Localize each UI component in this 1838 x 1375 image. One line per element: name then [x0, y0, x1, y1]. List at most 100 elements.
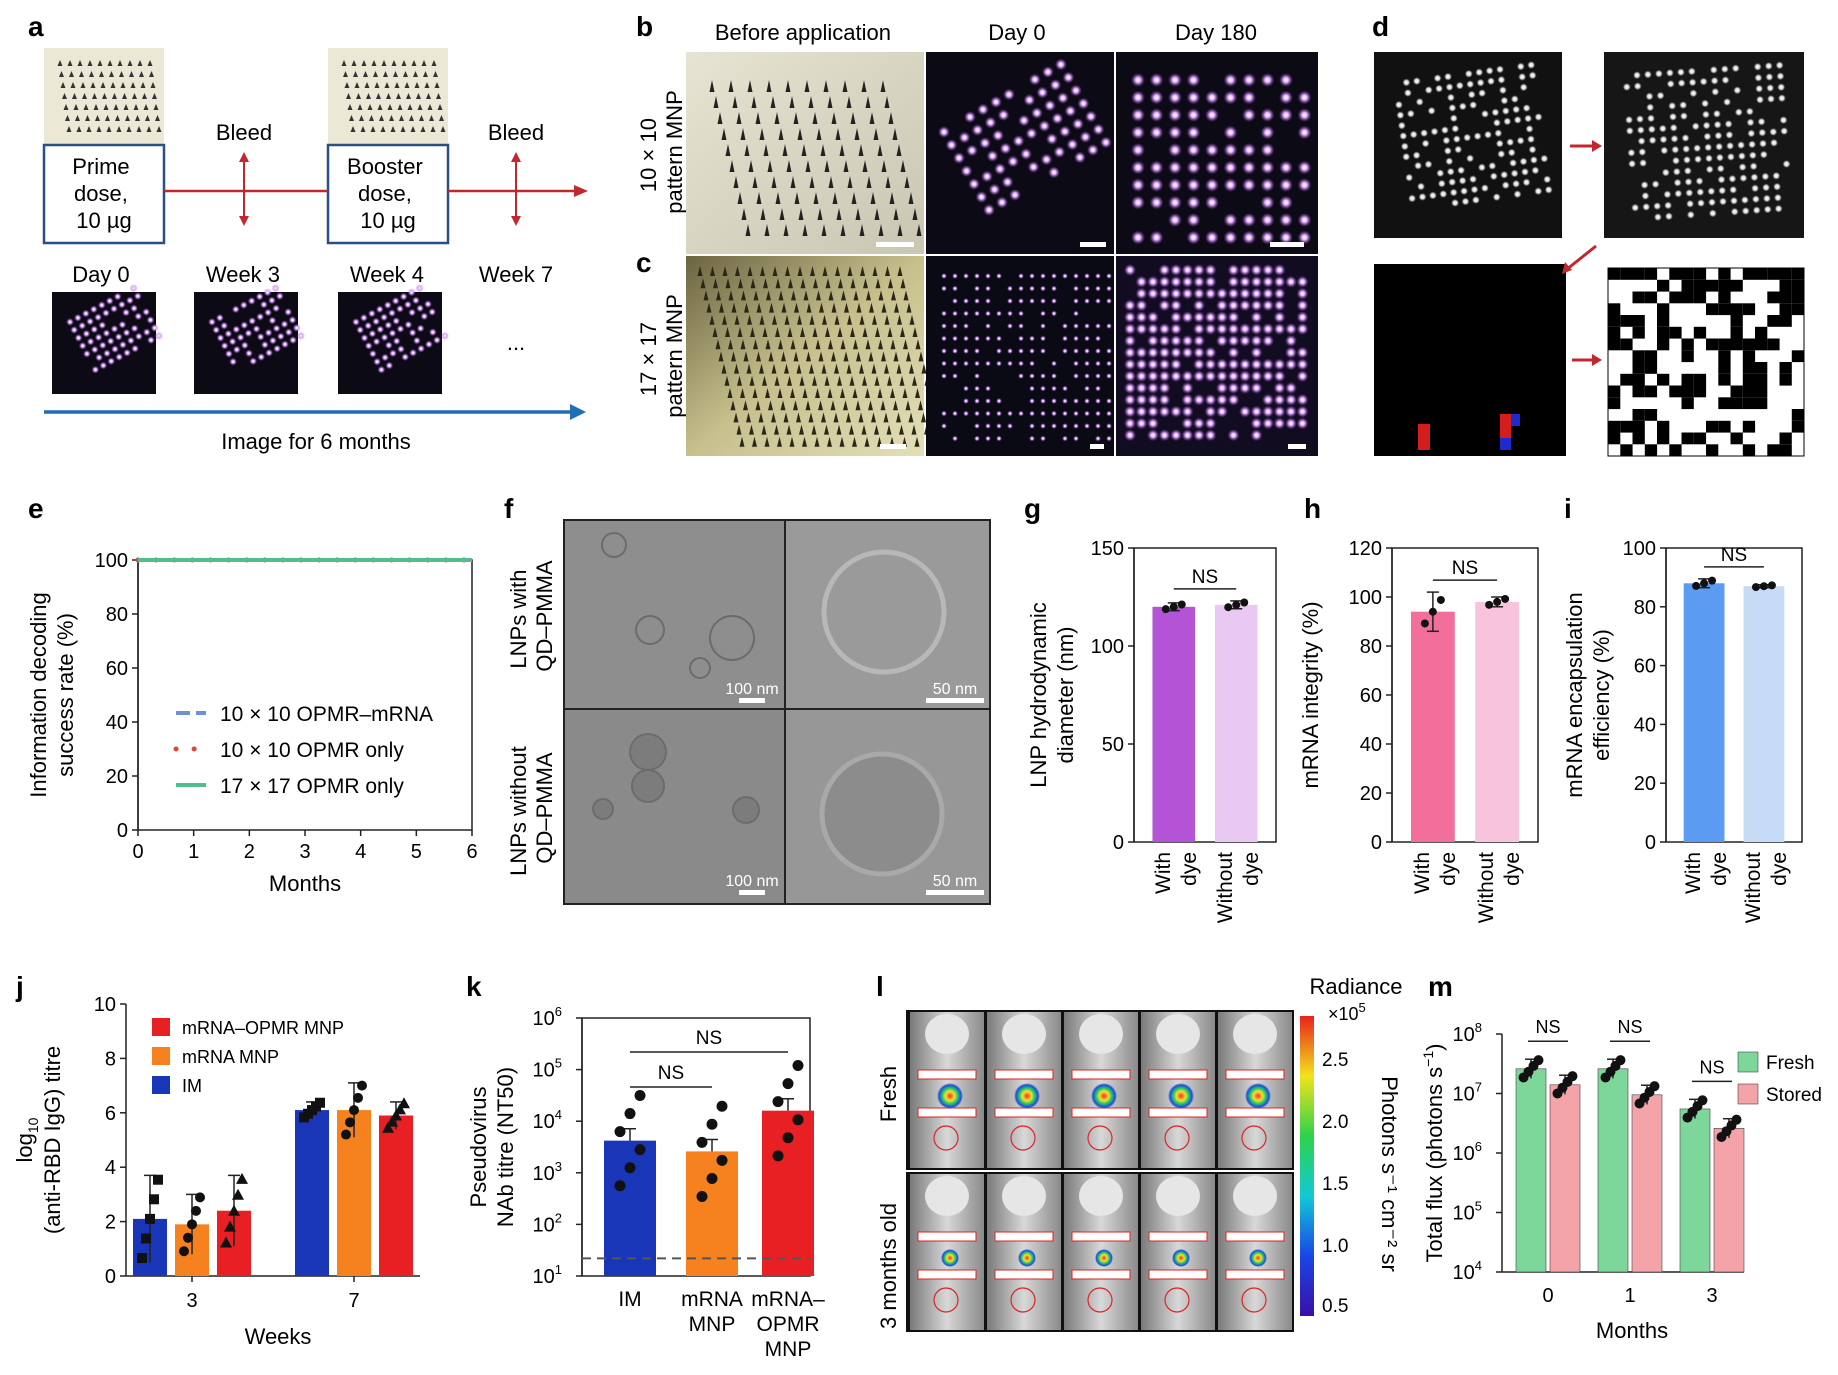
microneedle — [728, 290, 734, 301]
code-cell — [1718, 268, 1731, 280]
microneedle — [741, 208, 747, 220]
fluorescent-dot — [1029, 360, 1035, 367]
fluorescent-dot — [388, 329, 397, 338]
bar — [379, 1115, 413, 1276]
fluorescent-dot — [1399, 132, 1408, 140]
fluorescent-dot — [1273, 358, 1286, 371]
fluorescent-dot — [1018, 348, 1024, 354]
fluorescent-dot — [1488, 161, 1497, 170]
roi-label-box — [994, 1107, 1054, 1118]
fluorescent-dot — [1250, 429, 1263, 442]
fluorescent-dot — [996, 423, 1002, 429]
microneedle — [921, 412, 926, 423]
fluorescent-dot — [1051, 273, 1057, 279]
microneedle — [760, 266, 765, 276]
data-point — [706, 1118, 718, 1130]
fluorescent-dot — [1073, 423, 1079, 429]
microneedle — [865, 339, 871, 350]
fluorescent-dot — [1674, 189, 1683, 198]
microneedle — [83, 104, 89, 110]
code-cell — [1681, 350, 1694, 363]
microneedle — [778, 128, 784, 140]
fluorescent-dot — [1686, 199, 1695, 208]
microneedle — [109, 71, 114, 77]
fluorescent-dot — [1095, 348, 1101, 354]
fluorescent-dot — [963, 273, 969, 279]
y-tick-label: 150 — [1091, 538, 1124, 560]
x-tick-label: Without dye — [1742, 852, 1791, 923]
bar — [1152, 606, 1196, 842]
code-cell — [1657, 326, 1670, 339]
fluorescent-dot — [1694, 155, 1702, 164]
fluorescent-dot — [122, 308, 131, 317]
microneedle — [117, 60, 123, 66]
fluorescent-dot — [273, 344, 282, 353]
fluorescent-dot — [106, 337, 115, 346]
data-point — [634, 1144, 646, 1156]
fluorescent-dot — [1660, 146, 1669, 155]
fluorescent-dot — [1084, 298, 1090, 304]
fluorescent-dot — [1669, 112, 1677, 121]
fluorescent-dot — [952, 348, 958, 354]
fluorescent-dot — [1646, 103, 1655, 112]
fluorescent-dot — [78, 341, 87, 350]
microneedle — [827, 96, 833, 108]
fluorescent-dot — [1018, 335, 1024, 342]
y-tick-label: 0 — [1645, 832, 1656, 854]
data-point — [195, 1192, 205, 1203]
x-tick-label: mRNA MNP — [681, 1288, 743, 1336]
microneedle — [836, 424, 842, 435]
significance-label: NS — [696, 1028, 722, 1049]
fluorescent-dot — [1170, 370, 1182, 383]
microneedle — [790, 388, 795, 398]
mouse-head — [925, 1014, 969, 1054]
fluorescent-dot — [1296, 346, 1309, 359]
fluorescent-dot — [1051, 112, 1064, 125]
x-tick-label-line: MNP — [689, 1313, 736, 1336]
fluorescent-dot — [95, 353, 104, 362]
f-row-label-2b: QD–PMMA — [532, 752, 557, 864]
code-cell — [1632, 268, 1645, 280]
microneedle — [821, 224, 827, 236]
fluorescent-dot — [1147, 311, 1159, 324]
microneedle — [892, 128, 898, 140]
fluorescent-dot — [1106, 410, 1112, 417]
fluorescent-dot — [1731, 64, 1740, 73]
fluorescent-dot — [1168, 213, 1182, 227]
fluorescent-dot — [384, 321, 393, 330]
data-point — [696, 1191, 708, 1203]
fluorescent-dot — [1018, 298, 1024, 304]
svg-text:10 × 10 pattern MNP: 10 × 10 pattern MNP — [636, 90, 687, 214]
mouse-head — [1156, 1176, 1200, 1216]
fluorescent-dot — [368, 329, 377, 338]
bar — [1683, 583, 1725, 842]
x-tick-label: 3 — [299, 841, 310, 863]
microneedle — [57, 60, 63, 66]
fluorescent-dot — [1670, 134, 1679, 143]
microneedle — [793, 112, 799, 124]
fluorescent-dot — [1186, 230, 1201, 245]
x-tick-label-line: With — [1411, 852, 1434, 894]
fluorescent-dot — [1158, 382, 1171, 394]
microneedle — [909, 314, 915, 325]
fluorescent-dot — [1193, 299, 1205, 312]
fluorescent-dot — [1084, 110, 1097, 123]
microneedle — [753, 339, 758, 350]
microneedle — [878, 290, 884, 301]
microneedle — [426, 93, 431, 99]
data-point — [716, 1154, 728, 1166]
fluorescent-dot — [1095, 385, 1101, 392]
microneedle — [877, 144, 883, 156]
fluorescent-dot — [1181, 275, 1194, 288]
bar — [1475, 601, 1520, 842]
bleed-arrow-1-down — [239, 216, 249, 226]
microneedle — [837, 327, 843, 337]
microneedle — [797, 314, 802, 325]
fluorescent-dot — [1510, 95, 1519, 104]
fluorescent-dot — [1007, 423, 1013, 429]
fluorescent-dot — [1045, 133, 1058, 145]
fluorescent-dot — [1470, 185, 1479, 194]
microneedle — [379, 115, 384, 121]
code-cell — [1730, 315, 1743, 327]
roi-circle — [1241, 1287, 1267, 1313]
